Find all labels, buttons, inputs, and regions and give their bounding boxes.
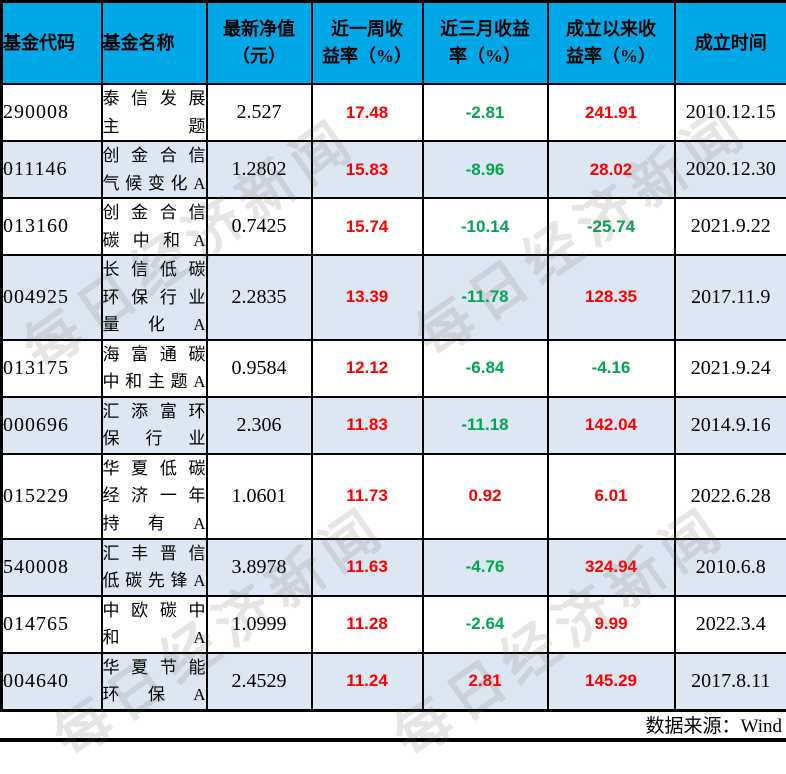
- column-header-quarter-return: 近三月收益 率（%）: [423, 2, 548, 85]
- inception-return-cell: 142.04: [548, 397, 675, 454]
- nav-cell: 3.8978: [207, 539, 312, 596]
- column-header-latest-nav: 最新净值 （元）: [207, 2, 312, 85]
- week-return-cell: 11.83: [312, 397, 423, 454]
- column-header-inception-return: 成立以来收 益率（%）: [548, 2, 675, 85]
- data-source-row: 数据来源：Wind: [0, 712, 786, 742]
- inception-return-cell: 6.01: [548, 454, 675, 539]
- quarter-return-cell: -2.64: [423, 596, 548, 653]
- established-date-cell: 2010.6.8: [675, 539, 786, 596]
- fund-code-cell: 014765: [2, 596, 102, 653]
- nav-cell: 1.2802: [207, 141, 312, 198]
- week-return-cell: 11.63: [312, 539, 423, 596]
- table-row: 015229 华夏低碳 经济一年 持有A 1.0601 11.73 0.92 6…: [2, 454, 786, 539]
- column-header-fund-name: 基金名称: [102, 2, 207, 85]
- nav-cell: 2.4529: [207, 653, 312, 711]
- fund-code-cell: 013175: [2, 340, 102, 397]
- table-row: 000696 汇添富环 保行业 2.306 11.83 -11.18 142.0…: [2, 397, 786, 454]
- quarter-return-cell: -8.96: [423, 141, 548, 198]
- inception-return-cell: 324.94: [548, 539, 675, 596]
- nav-cell: 2.306: [207, 397, 312, 454]
- week-return-cell: 13.39: [312, 255, 423, 340]
- column-header-fund-code: 基金代码: [2, 2, 102, 85]
- week-return-cell: 15.74: [312, 198, 423, 255]
- fund-name-cell: 创金合信 气候变化A: [102, 141, 207, 198]
- table-row: 013175 海富通碳 中和主题A 0.9584 12.12 -6.84 -4.…: [2, 340, 786, 397]
- established-date-cell: 2022.6.28: [675, 454, 786, 539]
- established-date-cell: 2021.9.22: [675, 198, 786, 255]
- fund-name-cell: 泰信发展 主题: [102, 84, 207, 141]
- table-row: 011146 创金合信 气候变化A 1.2802 15.83 -8.96 28.…: [2, 141, 786, 198]
- inception-return-cell: 28.02: [548, 141, 675, 198]
- nav-cell: 2.2835: [207, 255, 312, 340]
- table-row: 290008 泰信发展 主题 2.527 17.48 -2.81 241.91 …: [2, 84, 786, 141]
- table-row: 540008 汇丰晋信 低碳先锋A 3.8978 11.63 -4.76 324…: [2, 539, 786, 596]
- fund-table-screenshot: 基金代码 基金名称 最新净值 （元） 近一周收 益率（%） 近三月收益 率（%）…: [0, 0, 786, 733]
- fund-code-cell: 540008: [2, 539, 102, 596]
- week-return-cell: 11.28: [312, 596, 423, 653]
- inception-return-cell: 128.35: [548, 255, 675, 340]
- quarter-return-cell: -10.14: [423, 198, 548, 255]
- data-source-label: 数据来源：Wind: [646, 711, 782, 738]
- table-row: 013160 创金合信 碳中和A 0.7425 15.74 -10.14 -25…: [2, 198, 786, 255]
- nav-cell: 0.9584: [207, 340, 312, 397]
- column-header-established-date: 成立时间: [675, 2, 786, 85]
- week-return-cell: 15.83: [312, 141, 423, 198]
- table-row: 004925 长信低碳 环保行业 量化A 2.2835 13.39 -11.78…: [2, 255, 786, 340]
- fund-code-cell: 015229: [2, 454, 102, 539]
- inception-return-cell: 9.99: [548, 596, 675, 653]
- established-date-cell: 2010.12.15: [675, 84, 786, 141]
- established-date-cell: 2014.9.16: [675, 397, 786, 454]
- fund-code-cell: 000696: [2, 397, 102, 454]
- fund-name-cell: 华夏节能 环保A: [102, 653, 207, 711]
- quarter-return-cell: -4.76: [423, 539, 548, 596]
- quarter-return-cell: 2.81: [423, 653, 548, 711]
- fund-name-cell: 海富通碳 中和主题A: [102, 340, 207, 397]
- quarter-return-cell: -11.78: [423, 255, 548, 340]
- header-row: 基金代码 基金名称 最新净值 （元） 近一周收 益率（%） 近三月收益 率（%）…: [2, 2, 786, 85]
- week-return-cell: 11.73: [312, 454, 423, 539]
- fund-code-cell: 004925: [2, 255, 102, 340]
- quarter-return-cell: -11.18: [423, 397, 548, 454]
- quarter-return-cell: -6.84: [423, 340, 548, 397]
- fund-code-cell: 290008: [2, 84, 102, 141]
- week-return-cell: 11.24: [312, 653, 423, 711]
- inception-return-cell: 145.29: [548, 653, 675, 711]
- table-row: 014765 中欧碳中 和A 1.0999 11.28 -2.64 9.99 2…: [2, 596, 786, 653]
- column-header-week-return: 近一周收 益率（%）: [312, 2, 423, 85]
- fund-name-cell: 汇丰晋信 低碳先锋A: [102, 539, 207, 596]
- inception-return-cell: -4.16: [548, 340, 675, 397]
- quarter-return-cell: 0.92: [423, 454, 548, 539]
- established-date-cell: 2022.3.4: [675, 596, 786, 653]
- established-date-cell: 2020.12.30: [675, 141, 786, 198]
- table-row: 004640 华夏节能 环保A 2.4529 11.24 2.81 145.29…: [2, 653, 786, 711]
- quarter-return-cell: -2.81: [423, 84, 548, 141]
- inception-return-cell: 241.91: [548, 84, 675, 141]
- established-date-cell: 2017.11.9: [675, 255, 786, 340]
- nav-cell: 2.527: [207, 84, 312, 141]
- fund-name-cell: 长信低碳 环保行业 量化A: [102, 255, 207, 340]
- nav-cell: 1.0601: [207, 454, 312, 539]
- established-date-cell: 2021.9.24: [675, 340, 786, 397]
- week-return-cell: 17.48: [312, 84, 423, 141]
- fund-name-cell: 华夏低碳 经济一年 持有A: [102, 454, 207, 539]
- week-return-cell: 12.12: [312, 340, 423, 397]
- fund-name-cell: 创金合信 碳中和A: [102, 198, 207, 255]
- fund-code-cell: 013160: [2, 198, 102, 255]
- fund-code-cell: 004640: [2, 653, 102, 711]
- nav-cell: 1.0999: [207, 596, 312, 653]
- fund-code-cell: 011146: [2, 141, 102, 198]
- inception-return-cell: -25.74: [548, 198, 675, 255]
- nav-cell: 0.7425: [207, 198, 312, 255]
- fund-name-cell: 中欧碳中 和A: [102, 596, 207, 653]
- fund-name-cell: 汇添富环 保行业: [102, 397, 207, 454]
- fund-table: 基金代码 基金名称 最新净值 （元） 近一周收 益率（%） 近三月收益 率（%）…: [0, 0, 786, 712]
- established-date-cell: 2017.8.11: [675, 653, 786, 711]
